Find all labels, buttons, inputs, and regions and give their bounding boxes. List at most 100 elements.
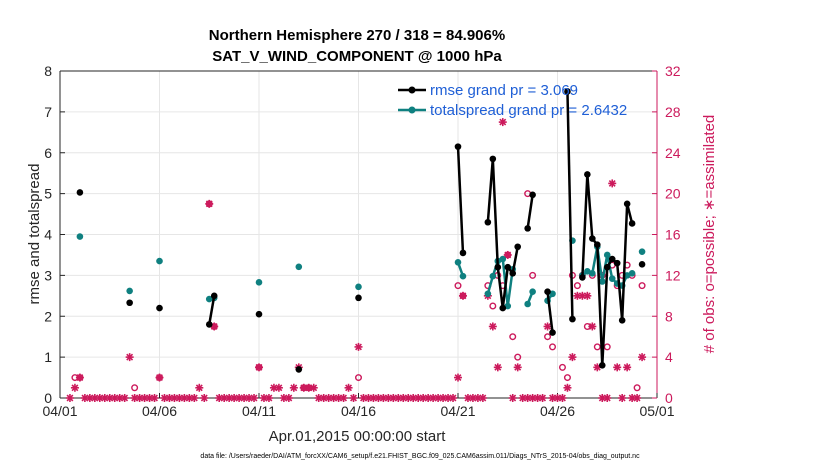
rmse-point [598,362,606,369]
spread-point [126,287,133,295]
x-tick-label: 05/01 [639,403,674,419]
obs-assimilated-marker [354,342,363,351]
obs-assimilated-marker [339,394,348,402]
obs-assimilated-marker [155,373,164,382]
rmse-point [613,259,621,267]
legend-rmse-label: rmse grand pr = 3.069 [430,82,578,99]
y2-tick-label: 28 [665,104,681,120]
y-tick-label: 4 [44,227,52,243]
y-tick-label: 5 [44,186,52,202]
obs-possible-marker [573,282,581,290]
rmse-line-segment [456,146,465,253]
y2-tick-label: 24 [665,145,681,161]
y2-tick-label: 8 [665,308,673,324]
rmse-point [608,255,616,263]
y2-tick-label: 16 [665,227,681,243]
obs-possible-marker [529,271,537,279]
obs-assimilated-marker [80,394,89,402]
rmse-line-segment [546,291,554,333]
spread-point [504,302,512,310]
obs-assimilated-marker [633,394,642,402]
rmse-point [603,263,611,271]
obs-assimilated-marker [623,363,632,372]
spread-point [156,257,163,265]
rmse-point [564,88,571,95]
obs-assimilated-marker [613,363,622,372]
y2-tick-label: 4 [665,349,673,365]
obs-possible-marker [509,333,517,341]
obs-assimilated-marker [618,394,627,402]
x-tick-label: 04/26 [540,403,575,419]
rmse-point [594,241,601,249]
obs-assimilated-marker [558,394,567,402]
rmse-point [514,243,521,251]
obs-assimilated-marker [309,383,318,392]
obs-assimilated-marker [533,394,542,402]
obs-possible-marker [638,282,646,290]
rmse-point [205,321,213,328]
rmse-point [504,263,512,271]
obs-assimilated-marker [259,394,268,402]
obs-possible-marker [633,384,641,392]
obs-assimilated-marker [349,394,358,402]
spread-point [355,283,362,291]
obs-assimilated-marker [205,199,214,208]
obs-possible-marker [489,302,497,310]
obs-assimilated-marker [125,353,134,362]
rmse-point [569,315,576,323]
obs-assimilated-marker [513,363,522,372]
spread-point [529,288,536,296]
rmse-point [549,329,556,336]
y2-tick-label: 12 [665,267,681,283]
obs-assimilated-marker [245,394,254,402]
legend-spread-marker [408,106,416,114]
obs-assimilated-marker [563,383,572,392]
obs-possible-marker [593,343,601,351]
y2-tick-label: 0 [665,390,673,406]
obs-assimilated-marker [344,383,353,392]
rmse-point [623,200,631,208]
legend: rmse grand pr = 3.069 totalspread grand … [398,82,627,119]
rmse-point [544,288,551,296]
obs-assimilated-marker [190,394,199,402]
obs-assimilated-marker [240,394,249,402]
obs-possible-marker [454,282,462,290]
spread-point [628,270,636,277]
rmse-line-segment [566,91,574,320]
obs-possible-marker [131,384,139,392]
obs-assimilated-marker [120,394,129,402]
obs-assimilated-marker [250,394,259,402]
rmse-point [210,292,218,300]
spread-point [524,300,531,308]
spread-point [623,272,631,279]
obs-assimilated-marker [160,394,169,402]
x-tick-label: 04/21 [440,403,475,419]
obs-assimilated-marker [95,394,104,402]
obs-assimilated-marker [264,394,273,402]
rmse-point [618,317,626,324]
rmse-point [484,218,492,226]
y-tick-label: 3 [44,267,52,283]
rmse-line-segment [526,194,534,229]
legend-spread-label: totalspread grand pr = 2.6432 [430,102,627,119]
obs-assimilated-marker [75,373,84,382]
spread-point [489,272,497,280]
rmse-point [255,310,263,318]
rmse-point [156,304,163,312]
obs-assimilated-marker [255,363,263,372]
obs-assimilated-marker [289,383,298,392]
rmse-point [524,225,531,232]
spread-point [205,295,213,303]
obs-assimilated-marker [399,394,408,402]
axes: 04/01 04/06 04/11 04/16 04/21 04/26 05/0101234… [42,63,680,419]
obs-assimilated-marker [444,394,453,402]
spread-point [603,251,611,259]
rmse-point [459,249,467,257]
obs-assimilated-marker [493,363,502,372]
spread-point [255,279,263,286]
obs-assimilated-marker [269,383,278,392]
y2-tick-label: 20 [665,186,681,202]
spread-point [459,272,467,280]
obs-assimilated-marker [404,394,413,402]
obs-assimilated-marker [274,383,283,392]
